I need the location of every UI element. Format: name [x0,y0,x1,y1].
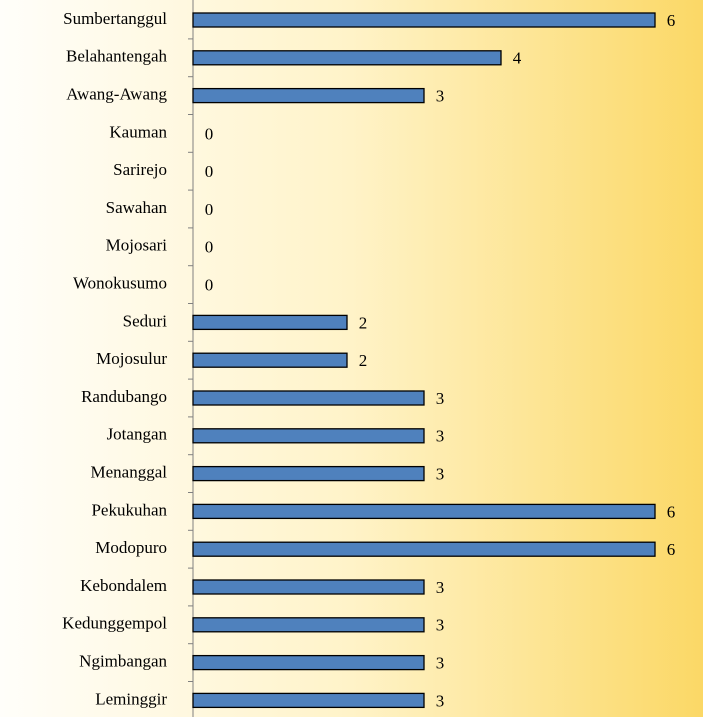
bar [192,390,425,406]
bar [192,617,425,633]
bar [192,579,425,595]
bar [192,692,425,709]
y-tick-label: Awang-Awang [66,85,167,104]
data-label: 3 [436,691,445,710]
y-tick-label: Modopuro [95,538,167,557]
y-tick-label: Kauman [109,122,167,141]
y-tick-label: Sarirejo [113,160,167,179]
data-label: 2 [359,313,368,332]
data-label: 3 [436,427,445,446]
y-tick-label: Mojosulur [96,349,167,368]
y-tick-label: Jotangan [107,425,168,444]
y-tick-label: Leminggir [95,689,167,708]
y-tick-label: Mojosari [106,236,168,255]
data-label: 6 [667,540,676,559]
bar [192,50,502,66]
y-tick-label: Seduri [123,311,168,330]
bar [192,503,656,520]
y-tick-label: Belahantengah [66,47,168,66]
data-label: 0 [205,162,214,181]
data-label: 2 [359,351,368,370]
y-tick-label: Sumbertanggul [63,9,167,28]
data-label: 3 [436,389,445,408]
y-tick-label: Menanggal [91,463,168,482]
data-label: 3 [436,465,445,484]
y-tick-label: Pekukuhan [91,500,167,519]
y-tick-label: Wonokusumo [73,274,167,293]
data-label: 3 [436,578,445,597]
y-tick-label: Randubango [81,387,167,406]
data-label: 3 [436,616,445,635]
data-label: 4 [513,49,522,68]
bar [192,12,656,28]
y-tick-label: Sawahan [106,198,168,217]
bar [192,654,425,671]
data-label: 6 [667,502,676,521]
bar [192,314,348,331]
data-label: 6 [667,11,676,30]
data-label: 0 [205,124,214,143]
y-tick-label: Kebondalem [80,576,167,595]
bar [192,428,425,444]
data-label: 0 [205,238,214,257]
bar [192,465,425,482]
data-label: 3 [436,87,445,106]
bar [192,541,656,557]
data-label: 3 [436,654,445,673]
data-label: 0 [205,200,214,219]
bar [192,352,348,368]
y-tick-label: Kedunggempol [62,614,167,633]
bar [192,87,425,104]
y-tick-label: Ngimbangan [79,652,167,671]
data-label: 0 [205,276,214,295]
